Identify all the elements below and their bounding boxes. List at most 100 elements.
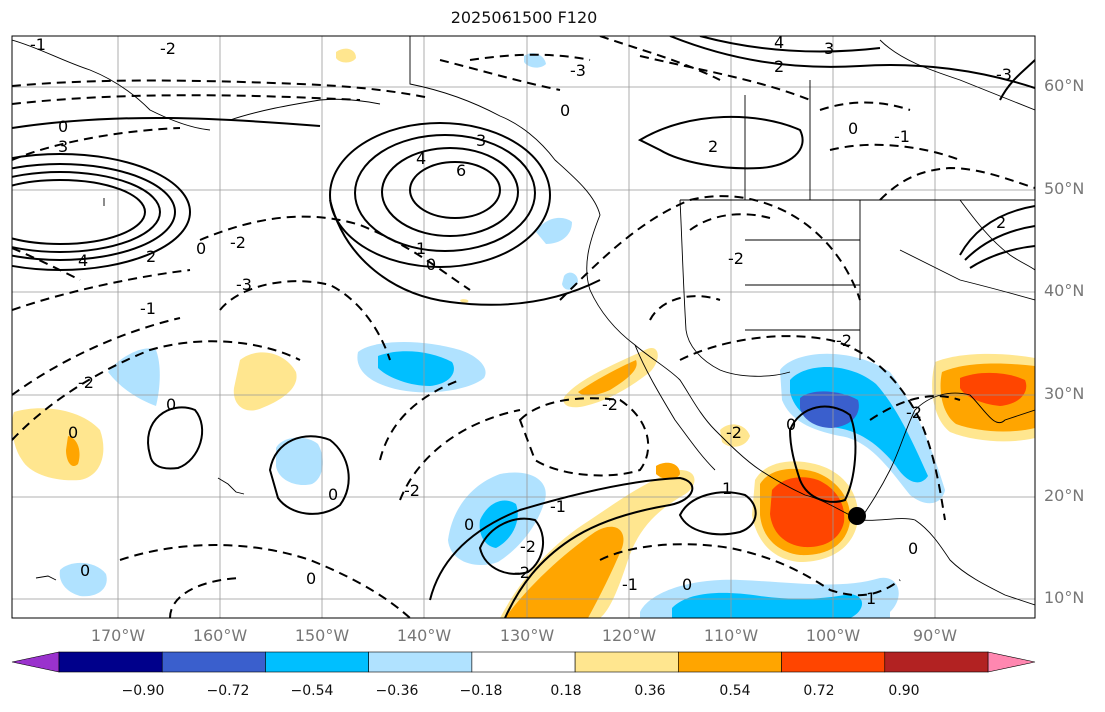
contour-label: 0 (786, 415, 796, 434)
contour-label: 3 (824, 39, 834, 58)
map-frame (11, 35, 1036, 619)
contour-label: -2 (520, 537, 536, 556)
contour-label: 0 (306, 569, 316, 588)
contour-label: -2 (404, 481, 420, 500)
cool-shade-hawaii (276, 437, 323, 486)
colorbar-block (678, 651, 782, 673)
cool-shade-140w-core (378, 351, 454, 386)
contour-label: -1 (140, 299, 156, 318)
warm-shade-florida-red (960, 372, 1027, 406)
cool-shade-pacific-se-core (479, 500, 518, 548)
contour-label: 6 (456, 161, 466, 180)
contour-label: -2 (726, 423, 742, 442)
colorbar-block (265, 651, 369, 673)
colorbar-block (781, 651, 886, 673)
cool-shade-hawaii-north (108, 348, 160, 406)
map-title: 2025061500 F120 (450, 8, 598, 27)
colorbar-block (161, 651, 266, 673)
contour-label: 2 (996, 213, 1006, 232)
contour-label: 0 (560, 101, 570, 120)
contour-label: 2 (774, 57, 784, 76)
contour-label: 4 (416, 149, 426, 168)
lat-label: 10°N (1044, 588, 1085, 607)
lon-label: 90°W (912, 626, 958, 645)
cool-shade-alaska (524, 53, 546, 68)
warm-shade-mexico-south-red (770, 477, 845, 548)
warm-shade-alaska (336, 48, 356, 63)
contour-label: 0 (464, 515, 474, 534)
lon-label: 100°W (805, 626, 861, 645)
colorbar-tick-label: −0.36 (375, 683, 419, 699)
lon-label: 170°W (90, 626, 146, 645)
contour-label: -1 (550, 497, 566, 516)
lat-label: 20°N (1044, 486, 1085, 505)
lat-label: 60°N (1044, 76, 1085, 95)
colorbar-tick-label: 0.54 (719, 683, 751, 699)
contour-label: 3 (58, 137, 68, 156)
warm-shade-150w (233, 352, 297, 411)
colorbar (11, 651, 1036, 673)
colorbar-block (574, 651, 679, 673)
lon-label: 150°W (294, 626, 350, 645)
contour-label: 0 (80, 561, 90, 580)
contour-label: -3 (570, 61, 586, 80)
islands (35, 198, 245, 581)
lon-label: 140°W (396, 626, 452, 645)
contour-label: 0 (848, 119, 858, 138)
contour-label: -1 (30, 35, 46, 54)
contours-solid (12, 36, 1035, 618)
contour-labels: -1 -2 -3 0 2 4 3 0 3 4 2 0 -2 -1 -3 -2 0… (30, 33, 1012, 608)
contour-label: -2 (906, 403, 922, 422)
contour-label: 1 (866, 589, 876, 608)
contour-label: 0 (68, 423, 78, 442)
lon-label: 110°W (703, 626, 759, 645)
contour-label: 2 (146, 247, 156, 266)
lon-label: 120°W (601, 626, 657, 645)
cool-shade-gulf-deep (800, 391, 859, 428)
cool-shade-canada (536, 217, 572, 244)
contour-label: 2 (708, 137, 718, 156)
lon-label: 160°W (192, 626, 248, 645)
contour-label: -2 (78, 373, 94, 392)
contour-label: 0 (682, 575, 692, 594)
contour-label: -3 (236, 275, 252, 294)
shading-layer (12, 48, 1035, 618)
contour-label: -1 (894, 127, 910, 146)
contour-label: -2 (602, 395, 618, 414)
contour-label: -2 (728, 249, 744, 268)
colorbar-tick-label: −0.72 (206, 683, 250, 699)
lon-label: 130°W (499, 626, 555, 645)
contour-label: -3 (996, 65, 1012, 84)
colorbar-tick-label: −0.18 (459, 683, 503, 699)
contours-dashed (12, 36, 1035, 618)
contour-label: 3 (476, 131, 486, 150)
colorbar-tick-label: 0.90 (888, 683, 920, 699)
warm-shade-hawaii-west-core (66, 436, 80, 467)
contour-label: 0 (58, 117, 68, 136)
warm-shade-hawaii-west (12, 408, 104, 481)
contour-label: 0 (196, 239, 206, 258)
lat-label: 40°N (1044, 281, 1085, 300)
contour-label: 0 (328, 485, 338, 504)
contour-label: -2 (160, 39, 176, 58)
lat-label: 50°N (1044, 179, 1085, 198)
colorbar-tick-label: 0.36 (634, 683, 666, 699)
contour-label: 4 (774, 33, 784, 52)
lat-label: 30°N (1044, 384, 1085, 403)
contour-label: -2 (514, 563, 530, 582)
colorbar-tick-label: 0.72 (803, 683, 835, 699)
contour-label: 0 (426, 255, 436, 274)
colorbar-max-triangle (987, 651, 1036, 673)
warm-shade-gulf-small (460, 299, 469, 303)
warm-shade-pacific-dot (656, 462, 680, 480)
colorbar-tick-label: −0.54 (290, 683, 334, 699)
contour-label: 1 (722, 479, 732, 498)
contour-label: 4 (78, 251, 88, 270)
warm-shade-baja-core (578, 360, 637, 396)
contour-label: 0 (908, 539, 918, 558)
colorbar-tick-label: −0.90 (121, 683, 165, 699)
contour-label: -2 (836, 331, 852, 350)
colorbar-min-triangle (11, 651, 60, 673)
cool-shade-west-far (59, 562, 107, 597)
